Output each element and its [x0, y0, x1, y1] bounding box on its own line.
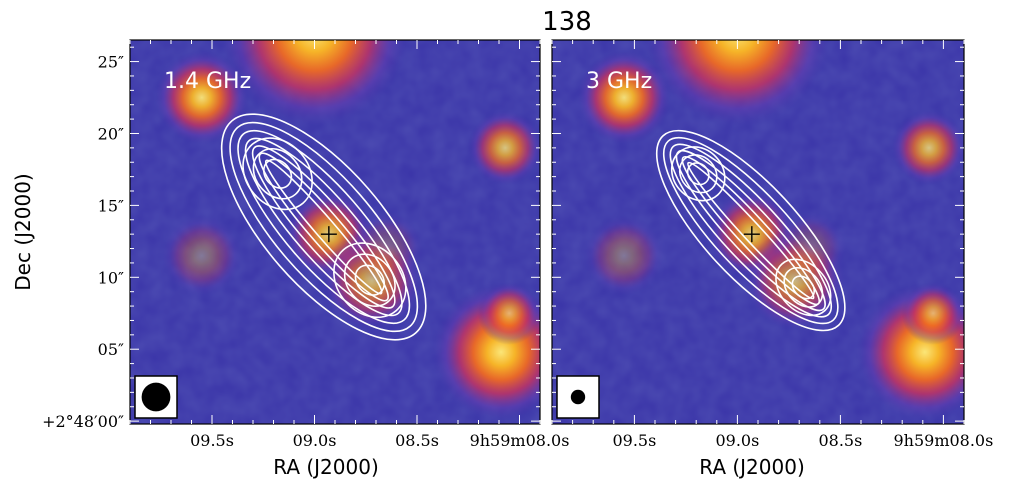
y-tick-label: 10″ — [98, 268, 124, 287]
contour-level — [675, 149, 826, 312]
lobe-contour — [686, 162, 710, 186]
contour-level — [662, 136, 839, 325]
y-tick-label: 20″ — [98, 124, 124, 143]
contour-level — [237, 129, 411, 325]
optical-source — [771, 210, 848, 287]
lobe-contour — [678, 154, 718, 194]
ticks — [551, 40, 965, 424]
background-image — [552, 40, 964, 424]
y-axis-label: Dec (J2000) — [11, 173, 35, 290]
lobe-contour — [333, 242, 407, 319]
core-marker — [320, 226, 337, 243]
optical-source — [576, 50, 672, 145]
optical-source — [477, 281, 540, 345]
ticks — [129, 40, 541, 424]
x-tick-label: 9h59m08.0s — [470, 431, 570, 450]
x-tick-label: 09.5s — [190, 431, 234, 450]
x-tick-label: 09.5s — [612, 431, 656, 450]
contour-level — [655, 129, 846, 332]
radio-contours — [220, 113, 427, 341]
lobe-contour — [242, 137, 313, 211]
panel-label: 1.4 GHz — [164, 69, 251, 94]
lobe-contour — [354, 264, 386, 296]
optical-source — [582, 214, 666, 297]
y-tick-label: +2°48′00″ — [42, 412, 124, 431]
panel-label: 3 GHz — [586, 69, 652, 94]
figure-title: 138 — [542, 7, 592, 37]
lobe-contour — [262, 158, 293, 189]
y-tick-label: 25″ — [98, 53, 124, 72]
y-tick-label: 15″ — [98, 196, 124, 215]
contour-level — [264, 159, 383, 295]
lobe-contour — [252, 147, 303, 200]
contour-level — [229, 121, 419, 333]
optical-source — [219, 40, 410, 128]
y-tick-label: 05″ — [98, 340, 124, 359]
panel-2: 3 GHz 09.5s 09.0s 08.5s 9h59m08.0s — [551, 39, 993, 450]
optical-source — [160, 214, 243, 297]
x-axis-label-left: RA (J2000) — [273, 455, 379, 479]
radio-contours — [655, 129, 846, 332]
lobe-contour — [775, 258, 832, 317]
optical-source — [901, 281, 964, 345]
lobe-contour — [791, 275, 816, 300]
x-axis-label-right: RA (J2000) — [699, 455, 805, 479]
lobe-contour — [783, 266, 824, 308]
contour-level — [258, 152, 389, 302]
panel-1: 1.4 GHz 09.5s 09.0s 08.5s 9h59m08.0s — [129, 39, 570, 450]
optical-source — [348, 210, 425, 287]
contour-level — [687, 161, 815, 300]
x-tick-label: 9h59m08.0s — [893, 431, 993, 450]
lobe-contour — [343, 253, 396, 307]
x-tick-label: 08.5s — [395, 431, 439, 450]
optical-source — [154, 50, 250, 145]
contour-level — [251, 145, 396, 309]
contour-level — [669, 143, 833, 318]
optical-source — [642, 40, 833, 128]
beam-ellipse — [570, 389, 586, 405]
beam-ellipse — [141, 382, 171, 412]
optical-source — [891, 109, 964, 186]
x-tick-label: 09.0s — [715, 431, 759, 450]
x-tick-label: 09.0s — [293, 431, 337, 450]
core-marker — [743, 226, 760, 243]
background-image — [130, 40, 540, 424]
optical-source — [467, 109, 540, 186]
contour-level — [220, 113, 427, 341]
x-tick-label: 08.5s — [818, 431, 862, 450]
lobe-contour — [670, 146, 726, 202]
contour-level — [244, 137, 403, 317]
